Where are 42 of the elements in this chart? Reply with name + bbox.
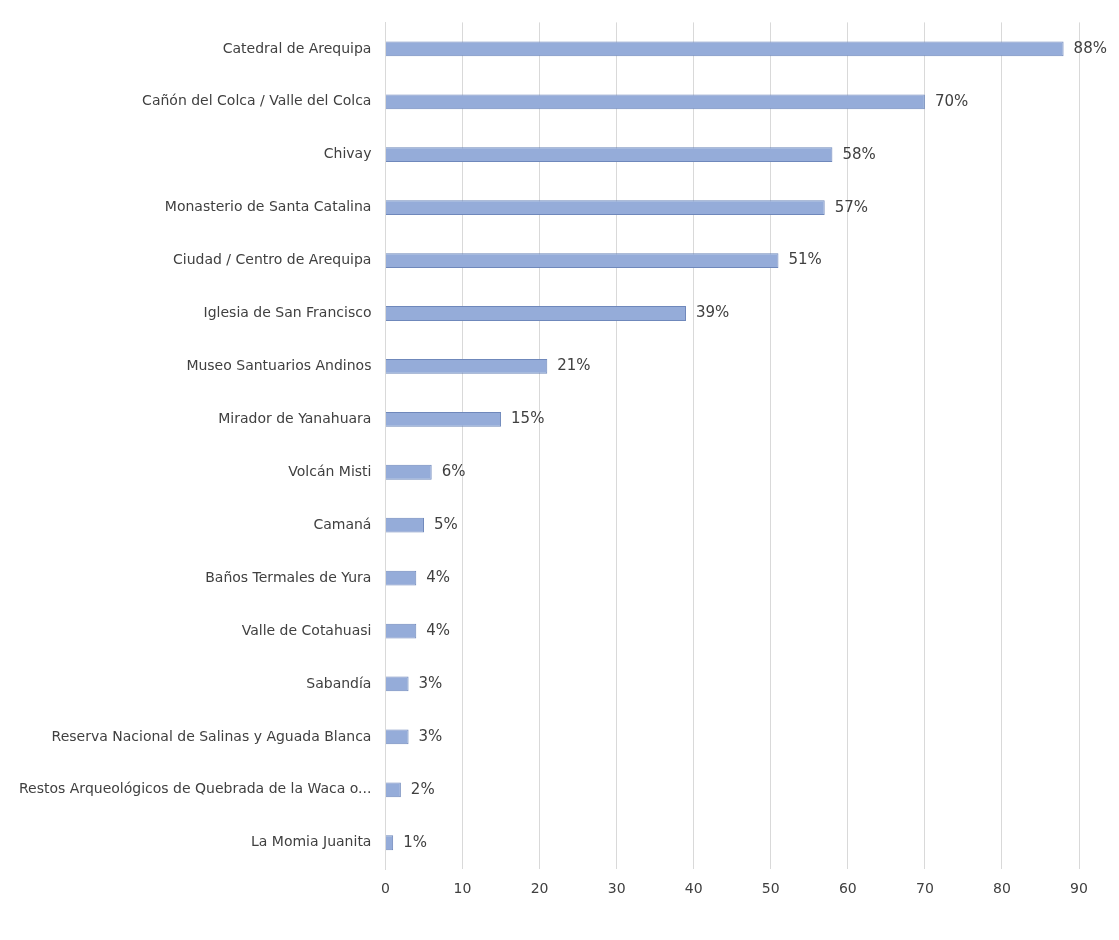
- x-tick-label: 90: [1070, 880, 1088, 897]
- x-tick-label: 70: [915, 880, 934, 897]
- y-tick-label: Camaná: [313, 515, 372, 532]
- y-tick-label: Mirador de Yanahuara: [218, 409, 372, 426]
- x-tick-label: 0: [380, 880, 390, 897]
- data-label: 4%: [426, 620, 451, 639]
- data-label: 57%: [834, 197, 869, 216]
- data-label: 5%: [433, 515, 458, 534]
- x-tick-label: 60: [838, 880, 857, 897]
- data-label: 15%: [511, 409, 545, 428]
- y-tick-label: La Momia Juanita: [251, 833, 372, 850]
- x-tick-label: 80: [993, 880, 1011, 897]
- x-tick-label: 20: [530, 880, 549, 897]
- x-tick-label: 30: [607, 880, 626, 897]
- y-tick-label: Monasterio de Santa Catalina: [164, 198, 372, 215]
- y-tick-label: Volcán Misti: [288, 462, 372, 479]
- y-tick-label: Iglesia de San Francisco: [203, 304, 372, 321]
- data-label: 3%: [418, 673, 443, 692]
- y-tick-label: Museo Santuarios Andinos: [186, 357, 372, 374]
- data-label: 88%: [1073, 38, 1107, 57]
- x-tick-label: 40: [684, 880, 703, 897]
- data-label: 4%: [426, 568, 451, 586]
- y-tick-label: Valle de Cotahuasi: [241, 621, 372, 638]
- y-tick-label: Ciudad / Centro de Arequipa: [173, 251, 372, 268]
- y-tick-label: Catedral de Arequipa: [222, 39, 372, 56]
- data-label: 39%: [695, 303, 730, 322]
- y-tick-label: Chivay: [323, 145, 372, 162]
- data-label: 3%: [418, 726, 443, 745]
- data-label: 70%: [934, 91, 969, 110]
- data-label: 51%: [788, 250, 822, 269]
- x-tick-label: 10: [453, 880, 472, 897]
- data-label: 21%: [557, 356, 591, 375]
- y-tick-label: Baños Termales de Yura: [205, 568, 372, 585]
- data-label: 1%: [403, 832, 427, 851]
- data-label: 6%: [441, 462, 466, 481]
- x-tick-label: 50: [761, 880, 780, 897]
- y-tick-label: Sabandía: [306, 674, 372, 691]
- data-label: 2%: [410, 779, 435, 798]
- y-tick-label: Cañón del Colca / Valle del Colca: [142, 92, 372, 109]
- y-tick-label: Restos Arqueológicos de Quebrada de la Waca o...: [18, 780, 372, 797]
- data-label: 58%: [842, 144, 876, 163]
- y-tick-label: Reserva Nacional de Salinas y Aguada Blanca: [51, 727, 372, 744]
